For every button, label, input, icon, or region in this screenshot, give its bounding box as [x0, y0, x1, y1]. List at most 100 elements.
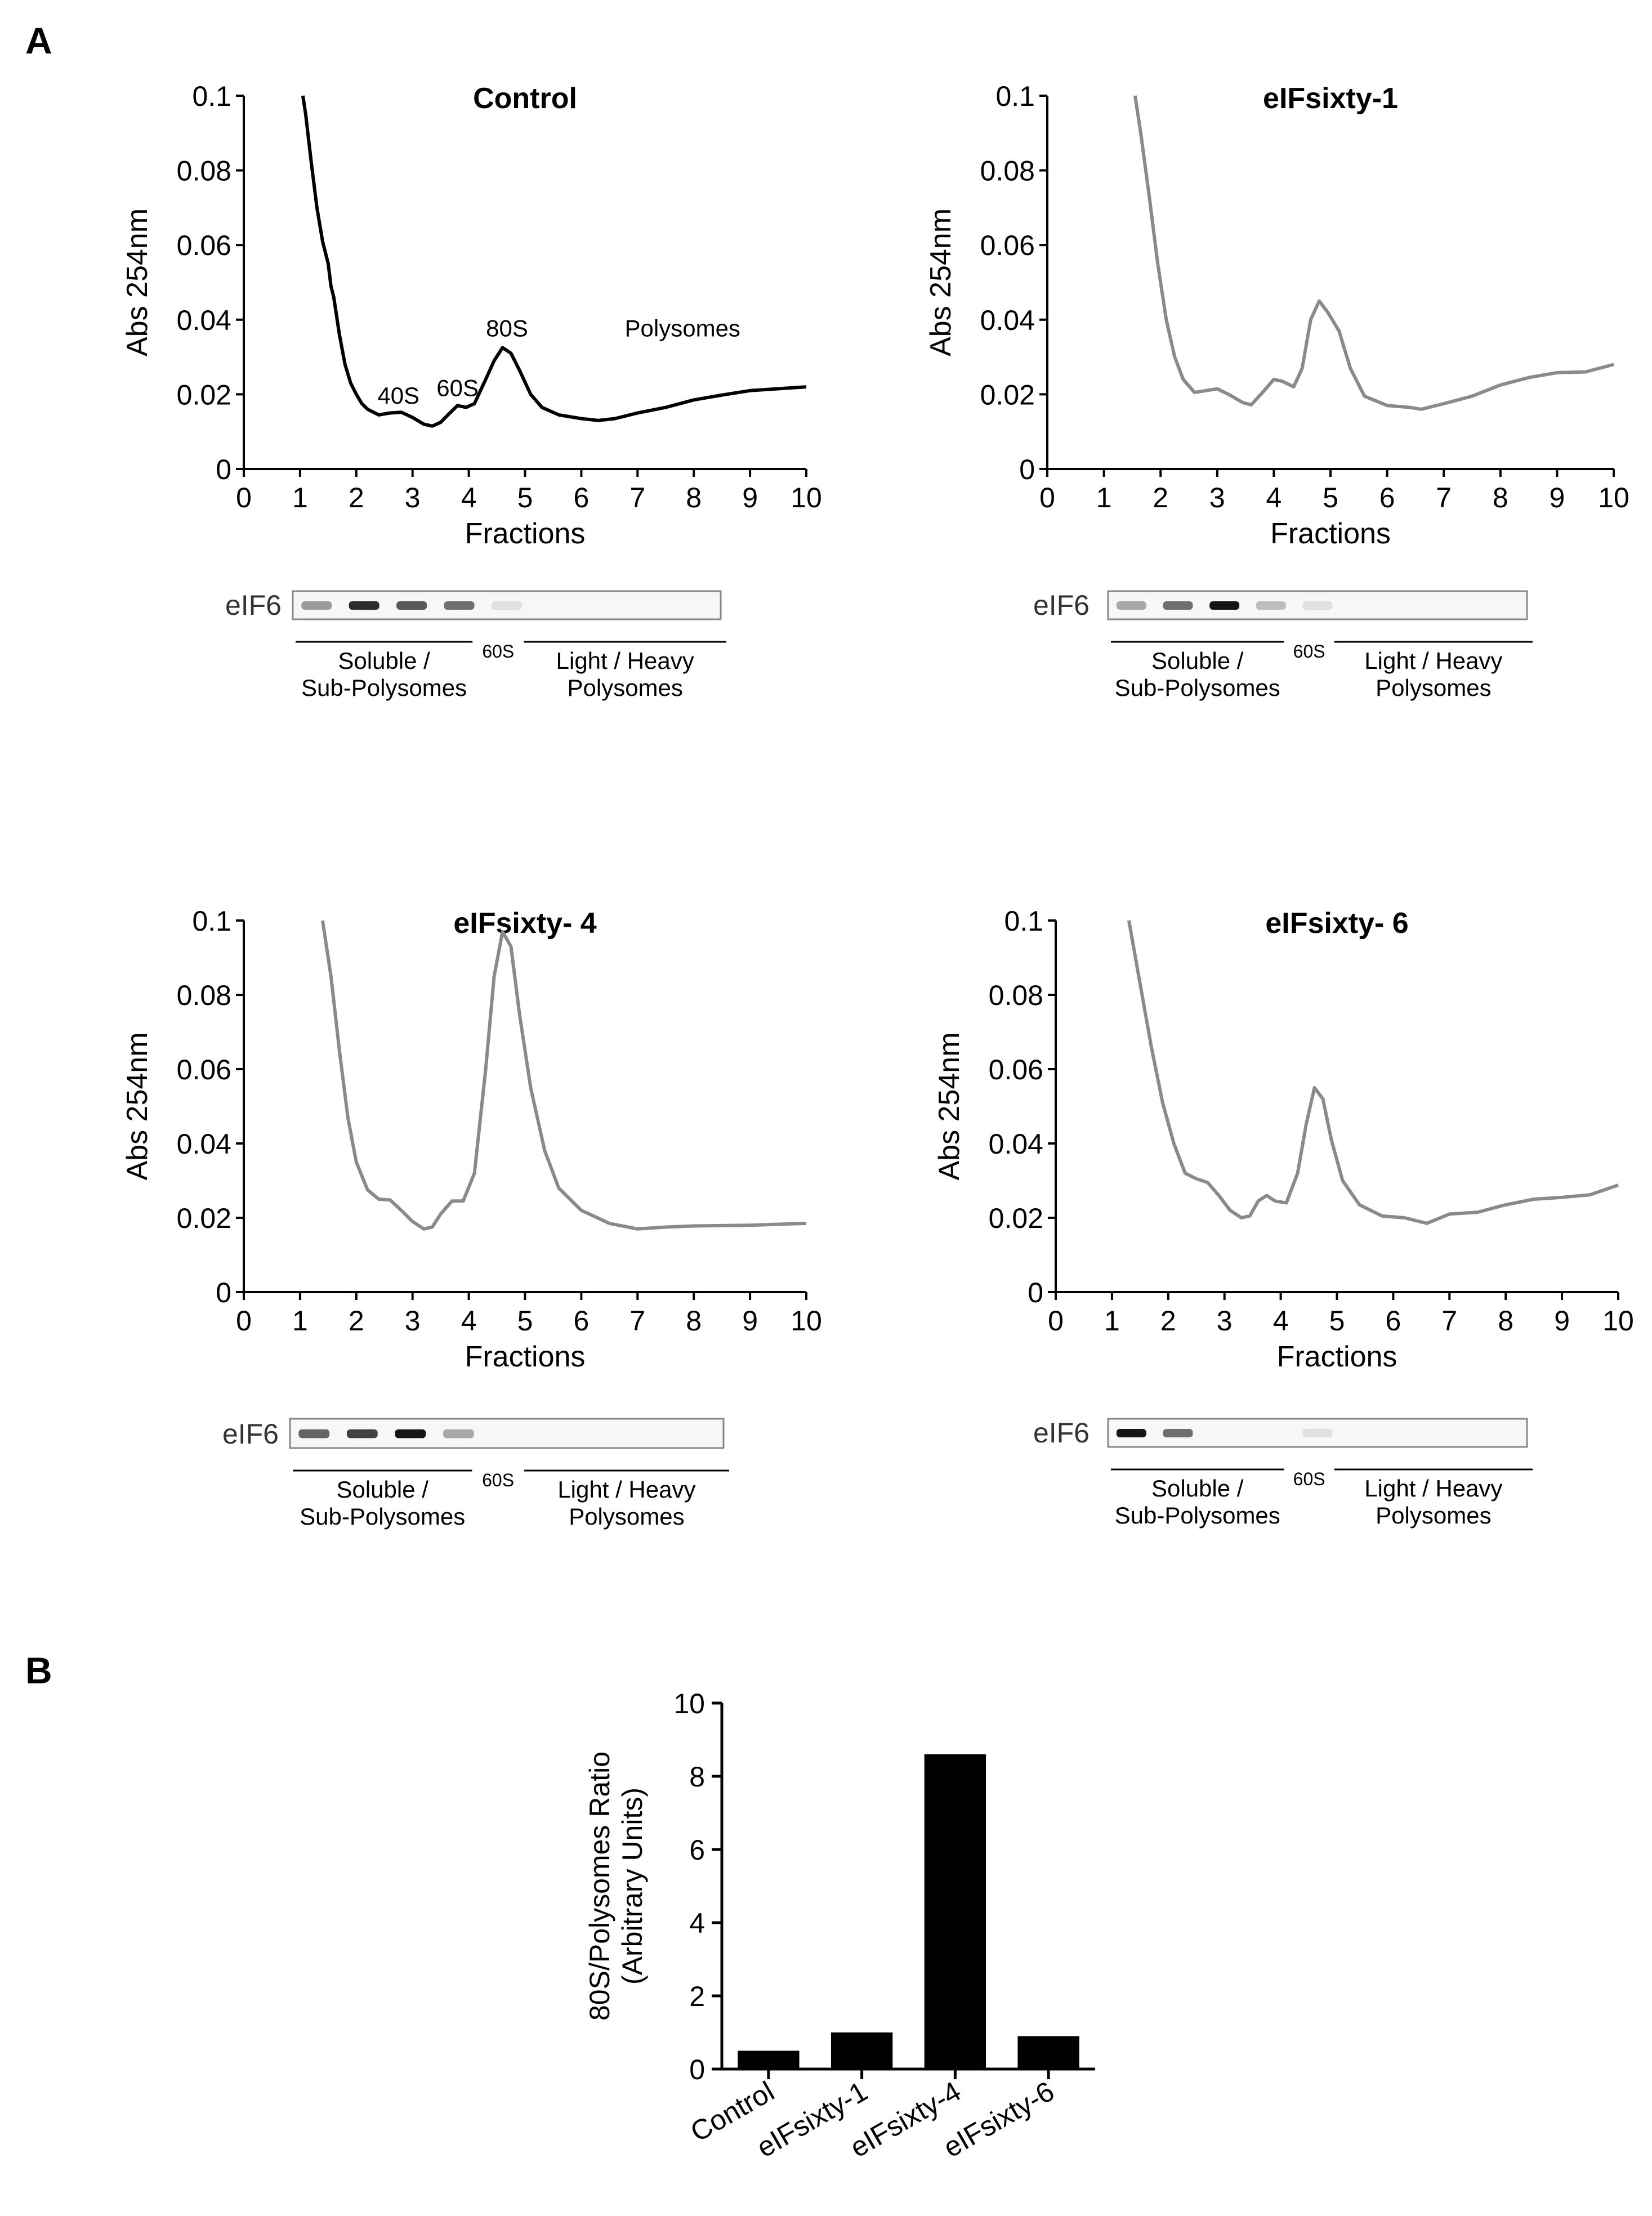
blot-band	[1256, 601, 1286, 610]
y-tick-label: 0.1	[995, 81, 1035, 112]
x-tick-label: 2	[349, 482, 364, 513]
bar-y-axis-label-line1: 80S/Polysomes Ratio	[584, 1752, 615, 2021]
y-tick-label: 0	[216, 454, 231, 485]
bar-control	[738, 2050, 800, 2069]
x-tick-label: 3	[405, 482, 421, 513]
y-tick-label: 0	[216, 1277, 231, 1308]
x-tick-label: 6	[573, 1305, 589, 1337]
y-tick-label: 0.06	[177, 1054, 231, 1085]
x-tick-label: 2	[1153, 482, 1168, 513]
peak-annotation: Polysomes	[625, 315, 740, 342]
blot-label: eIF6	[222, 1418, 279, 1450]
blot-band	[298, 1429, 330, 1438]
x-tick-label: 5	[1329, 1305, 1345, 1337]
blot-band	[1163, 1429, 1193, 1437]
blot-band	[444, 601, 475, 610]
x-tick-label: 6	[1379, 482, 1395, 513]
absorbance-curve	[301, 95, 807, 428]
y-tick-label: 0	[1019, 454, 1035, 485]
group-label-light-heavy: Light / Heavy	[1364, 1475, 1502, 1502]
blot-band	[396, 601, 427, 610]
x-tick-label: 6	[573, 482, 589, 513]
y-tick-label: 0.1	[192, 905, 231, 937]
x-tick-label: 7	[629, 1305, 645, 1337]
profile-panel-3: 0 0.02 0.04 0.06 0.08 0.1 0 1 2 3 4 5 6 7 8 9 10 Fraction…	[121, 905, 822, 1530]
x-tick-label: 2	[349, 1305, 364, 1337]
peak-annotation: 60S	[436, 375, 479, 401]
x-tick-label: 1	[292, 1305, 308, 1337]
x-tick-label: 0	[236, 1305, 252, 1337]
blot-band	[1302, 1429, 1333, 1437]
blot-band	[346, 1429, 378, 1438]
blot-label: eIF6	[1033, 1417, 1090, 1449]
y-axis-label: Abs 254nm	[121, 1032, 154, 1180]
x-tick-label: 1	[1096, 482, 1112, 513]
y-tick-label: 0.02	[177, 1203, 231, 1234]
absorbance-curve	[1133, 95, 1614, 411]
blot-label: eIF6	[225, 589, 282, 621]
panel-b-label: B	[25, 1650, 52, 1691]
y-axis-label: Abs 254nm	[925, 208, 957, 356]
y-tick-label: 0.02	[989, 1203, 1043, 1234]
profile-panel-4: 0 0.02 0.04 0.06 0.08 0.1 0 1 2 3 4 5 6 7 8 9 10 Fraction…	[933, 905, 1634, 1529]
blot-band	[443, 1429, 474, 1438]
western-blot: eIF6 Soluble /Sub-Polysomes 60S Light / Hea…	[222, 1418, 729, 1530]
bar-y-tick-label: 4	[689, 1907, 705, 1939]
panel-title: eIFsixty-1	[1263, 82, 1398, 115]
peak-annotation: 80S	[486, 315, 528, 342]
y-tick-label: 0.06	[980, 230, 1035, 261]
x-tick-label: 3	[1209, 482, 1225, 513]
group-label-subpolysomes: Sub-Polysomes	[1115, 674, 1280, 701]
y-tick-label: 0.08	[177, 155, 231, 187]
blot-band	[1116, 601, 1146, 610]
profile-panel-1: 0 0.02 0.04 0.06 0.08 0.1 0 1 2 3 4 5 6 7 8 9 10 Fraction…	[121, 81, 822, 701]
group-label-soluble: Soluble /	[338, 647, 430, 674]
x-tick-label: 0	[236, 482, 252, 513]
y-tick-label: 0.02	[177, 379, 231, 410]
bar-eifsixty-1	[831, 2032, 893, 2069]
x-tick-label: 9	[1549, 482, 1565, 513]
profile-panel-2: 0 0.02 0.04 0.06 0.08 0.1 0 1 2 3 4 5 6 7 8 9 10 Fraction…	[925, 81, 1629, 701]
panel-a-label: A	[25, 20, 52, 61]
group-label-polysomes: Polysomes	[1376, 1502, 1491, 1529]
group-label-polysomes: Polysomes	[1376, 674, 1491, 701]
group-label-60s: 60S	[1293, 641, 1325, 662]
panel-title: Control	[473, 82, 577, 115]
x-tick-label: 5	[1323, 482, 1338, 513]
x-tick-label: 7	[1441, 1305, 1457, 1337]
group-label-light-heavy: Light / Heavy	[556, 647, 694, 674]
panel-title: eIFsixty- 4	[453, 907, 596, 940]
blot-band	[1209, 601, 1240, 610]
profiles-layer: 00.020.040.060.080.10 1 2 3 4 5 6 7 8 9 10Fraction…	[121, 81, 1634, 1530]
group-label-soluble: Soluble /	[1151, 647, 1244, 674]
panel-title: eIFsixty- 6	[1265, 907, 1408, 940]
x-tick-label: 3	[1217, 1305, 1233, 1337]
x-tick-label: 1	[1104, 1305, 1120, 1337]
absorbance-curve	[1127, 920, 1619, 1225]
blot-band	[1163, 601, 1193, 610]
x-tick-label: 5	[517, 482, 533, 513]
x-tick-label: 7	[629, 482, 645, 513]
x-tick-label: 8	[1493, 482, 1508, 513]
x-tick-label: 10	[791, 1305, 822, 1337]
x-tick-label: 3	[405, 1305, 421, 1337]
x-tick-label: 9	[1554, 1305, 1570, 1337]
x-tick-label: 8	[686, 482, 702, 513]
bar-y-tick-label: 6	[689, 1834, 705, 1866]
x-axis-label: Fractions	[465, 1341, 586, 1373]
x-tick-label: 10	[1598, 482, 1629, 513]
x-tick-label: 4	[1266, 482, 1282, 513]
y-tick-label: 0.08	[980, 155, 1035, 187]
group-label-polysomes: Polysomes	[569, 1503, 684, 1530]
group-label-light-heavy: Light / Heavy	[1364, 647, 1502, 674]
group-label-light-heavy: Light / Heavy	[557, 1476, 695, 1503]
blot-band	[1302, 601, 1333, 610]
blot-band	[301, 601, 332, 610]
x-tick-label: 0	[1048, 1305, 1064, 1337]
x-tick-label: 7	[1436, 482, 1452, 513]
blot-label: eIF6	[1033, 589, 1090, 621]
western-blot: eIF6 Soluble /Sub-Polysomes 60S Light / Hea…	[1033, 1417, 1533, 1529]
y-tick-label: 0	[1028, 1277, 1043, 1308]
